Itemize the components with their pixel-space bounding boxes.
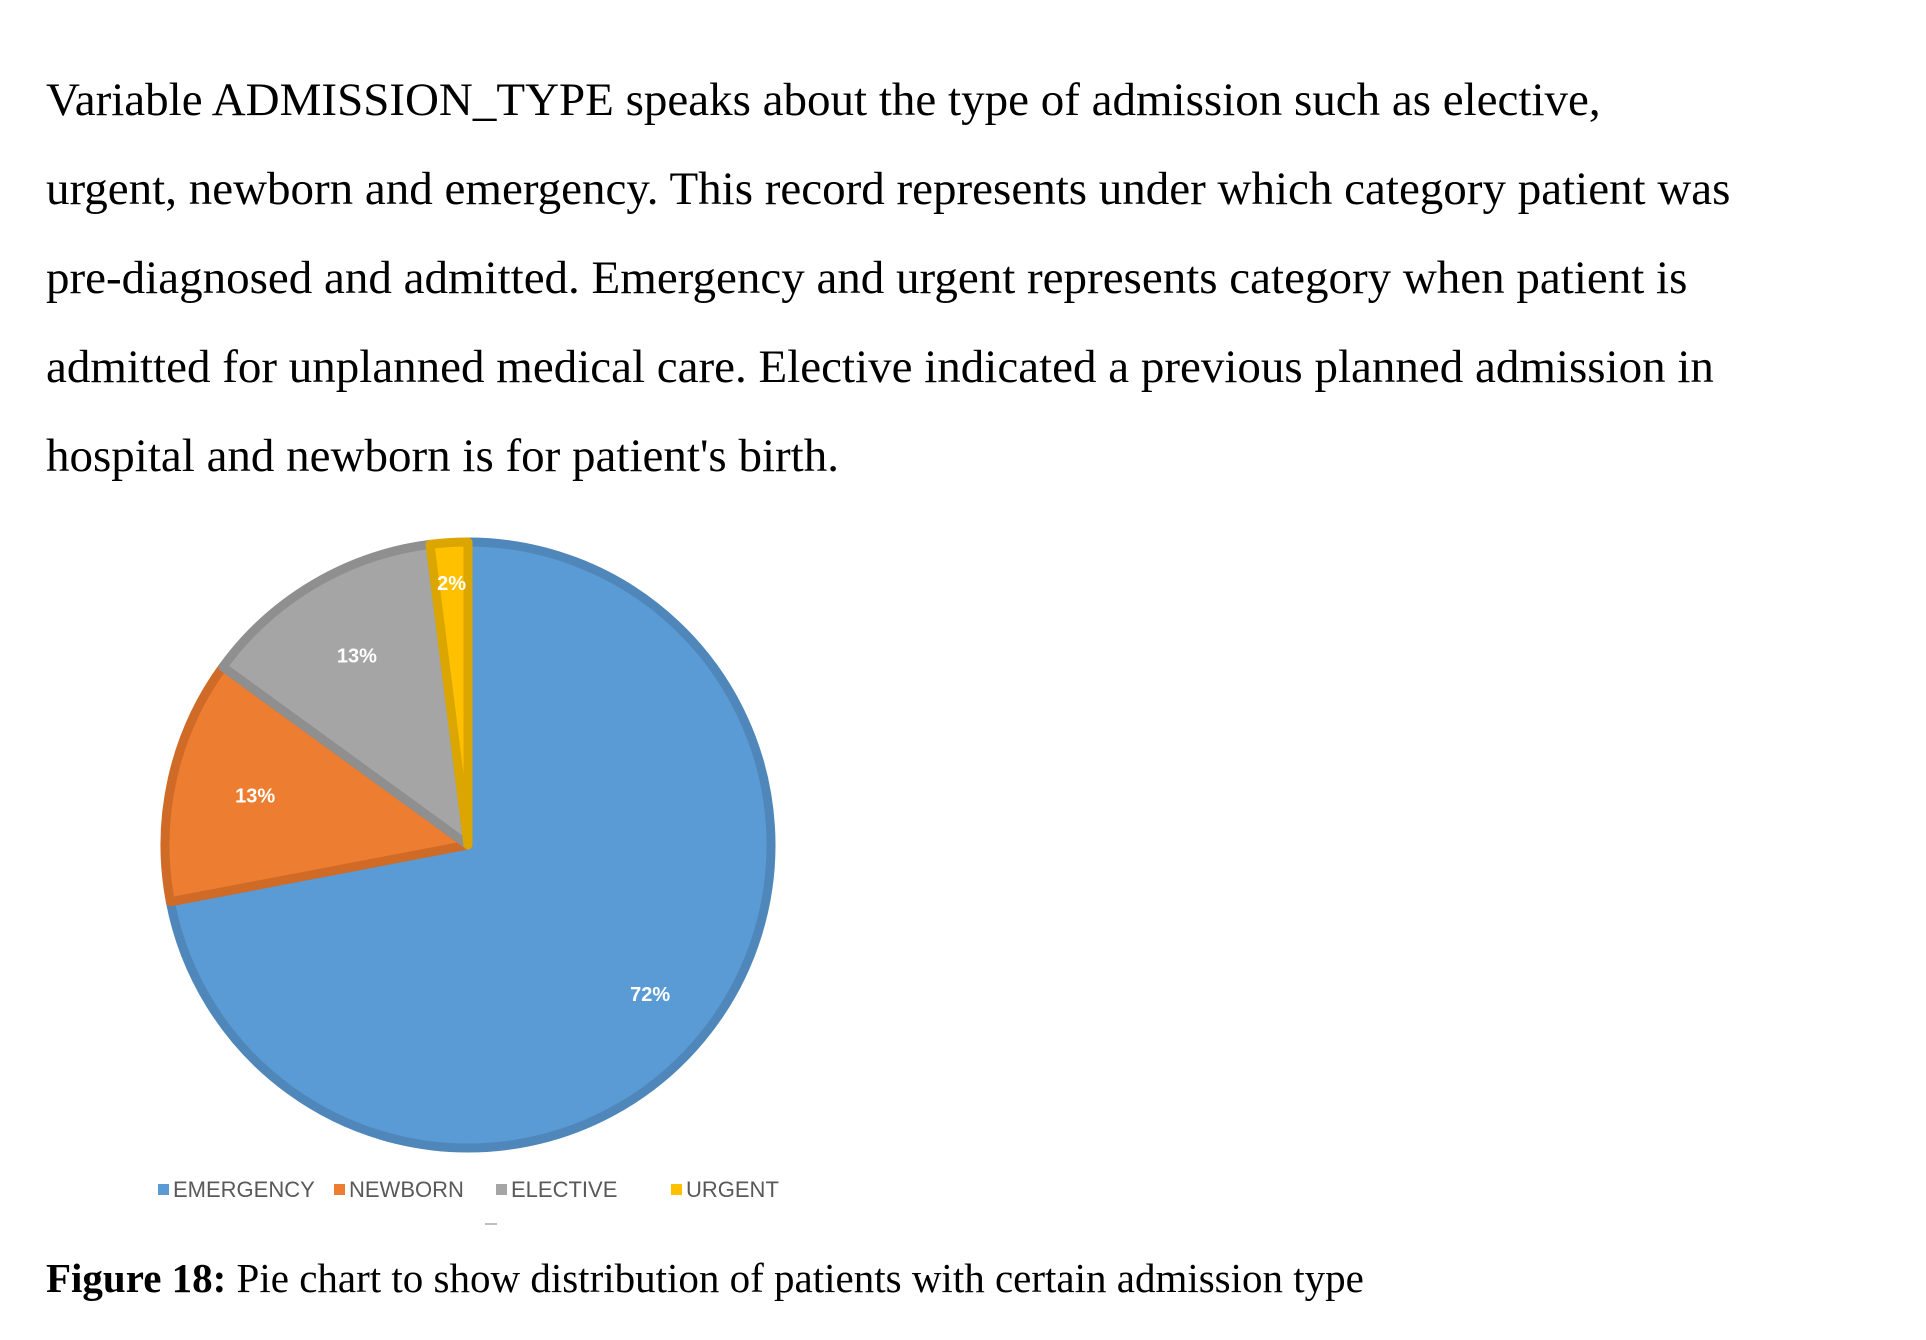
paragraph-line: pre-diagnosed and admitted. Emergency an…: [46, 252, 1688, 304]
paragraph-line: urgent, newborn and emergency. This reco…: [46, 163, 1731, 215]
pie-data-label: 13%: [337, 646, 377, 668]
legend-item-emergency: EMERGENCY: [158, 1177, 315, 1207]
pie-chart-svg: 72% 13% 13% 2%: [160, 537, 776, 1153]
legend-swatch: [496, 1184, 507, 1195]
legend-swatch: [334, 1184, 345, 1195]
figure-caption-text: Pie chart to show distribution of patien…: [226, 1255, 1364, 1301]
figure-caption-label: Figure 18:: [46, 1255, 227, 1301]
paragraph-line: hospital and newborn is for patient's bi…: [46, 430, 839, 482]
decorative-dash: [485, 1223, 497, 1225]
pie-slice-urgent: [425, 537, 473, 850]
figure-caption: Figure 18: Pie chart to show distributio…: [46, 1252, 1364, 1304]
body-paragraph: Variable ADMISSION_TYPE speaks about the…: [46, 56, 1906, 501]
legend-label: URGENT: [686, 1177, 779, 1202]
paragraph-line: admitted for unplanned medical care. Ele…: [46, 341, 1714, 393]
legend-swatch: [158, 1184, 169, 1195]
legend-swatch: [671, 1184, 682, 1195]
legend-item-urgent: URGENT: [671, 1177, 779, 1207]
pie-chart: 72% 13% 13% 2%: [130, 515, 830, 1215]
pie-data-label: 2%: [437, 573, 466, 595]
pie-slice-newborn: [160, 662, 473, 907]
paragraph-line: Variable ADMISSION_TYPE speaks about the…: [46, 74, 1601, 126]
pie-data-label: 72%: [630, 984, 670, 1006]
legend-item-newborn: NEWBORN: [334, 1177, 464, 1207]
legend-label: NEWBORN: [349, 1177, 464, 1202]
legend-label: ELECTIVE: [511, 1177, 618, 1202]
legend-item-elective: ELECTIVE: [496, 1177, 617, 1207]
pie-slice-elective: [218, 539, 473, 850]
legend-label: EMERGENCY: [173, 1177, 315, 1202]
pie-data-label: 13%: [235, 786, 275, 808]
